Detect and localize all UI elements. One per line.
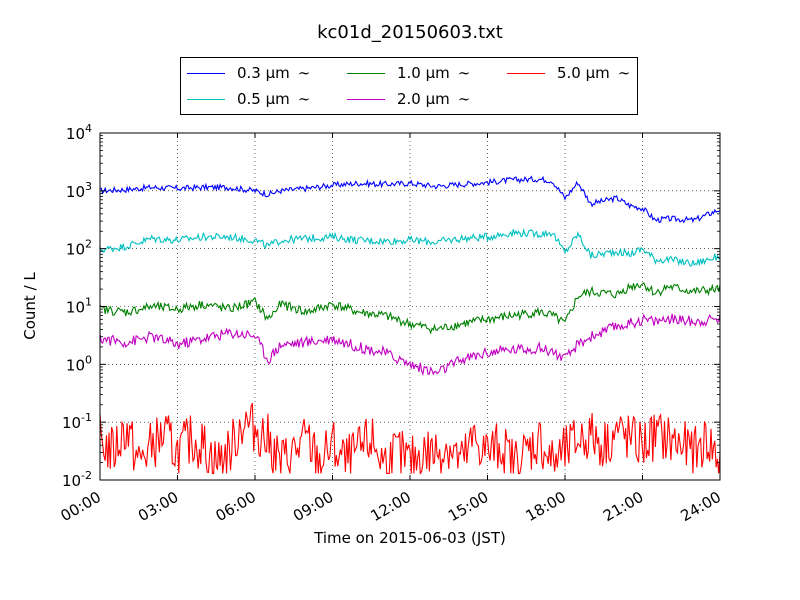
legend-item-0-5um: 0.5 μm ∼ xyxy=(187,89,310,109)
series-line-2 xyxy=(99,281,721,335)
legend-line-cyan xyxy=(187,98,225,100)
x-tick-label: 03:00 xyxy=(135,488,181,525)
tilde-glyph: ∼ xyxy=(617,64,631,82)
legend-line-red xyxy=(507,72,545,74)
legend-label: 0.3 μm xyxy=(237,64,290,82)
x-axis-label: Time on 2015-06-03 (JST) xyxy=(313,529,506,547)
tilde-glyph: ∼ xyxy=(457,64,471,82)
series-lines xyxy=(99,175,721,475)
x-tick-labels: 00:00 03:00 06:00 09:00 12:00 15:00 18:00 21:00… xyxy=(58,488,724,525)
y-tick-label: 10-2 xyxy=(62,469,92,490)
y-tick-label: 10-1 xyxy=(62,411,92,432)
chart-title: kc01d_20150603.txt xyxy=(317,22,503,43)
y-tick-labels: 10-2 10-1 100 101 102 103 104 xyxy=(62,122,92,490)
y-tick-label: 104 xyxy=(66,122,92,143)
legend-line-green xyxy=(347,72,385,74)
y-tick-label: 101 xyxy=(66,296,92,317)
legend-item-2-0um: 2.0 μm ∼ xyxy=(347,89,470,109)
legend-line-magenta xyxy=(347,98,385,100)
legend-label: 1.0 μm xyxy=(397,64,450,82)
series-line-1 xyxy=(99,228,721,267)
series-line-4 xyxy=(99,402,721,475)
legend-line-blue xyxy=(187,72,225,74)
x-tick-label: 15:00 xyxy=(445,488,491,525)
tilde-glyph: ∼ xyxy=(297,90,311,108)
series-line-0 xyxy=(99,175,721,224)
legend-item-1-0um: 1.0 μm ∼ xyxy=(347,63,470,83)
y-tick-label: 102 xyxy=(66,238,92,259)
y-tick-label: 100 xyxy=(66,353,92,374)
y-axis-label: Count / L xyxy=(21,272,39,340)
series-line-3 xyxy=(99,313,721,377)
y-tick-label: 103 xyxy=(66,180,92,201)
legend: 0.3 μm ∼ 1.0 μm ∼ 5.0 μm ∼ 0.5 μm ∼ 2.0 … xyxy=(180,57,638,115)
x-tick-label: 00:00 xyxy=(58,488,104,525)
legend-item-0-3um: 0.3 μm ∼ xyxy=(187,63,310,83)
tilde-glyph: ∼ xyxy=(457,90,471,108)
x-tick-label: 18:00 xyxy=(523,488,569,525)
tilde-glyph: ∼ xyxy=(297,64,311,82)
legend-label: 0.5 μm xyxy=(237,90,290,108)
x-tick-label: 12:00 xyxy=(368,488,414,525)
legend-item-5-0um: 5.0 μm ∼ xyxy=(507,63,630,83)
x-tick-label: 24:00 xyxy=(678,488,724,525)
legend-label: 2.0 μm xyxy=(397,90,450,108)
x-tick-label: 09:00 xyxy=(290,488,336,525)
ticks xyxy=(99,132,721,481)
x-tick-label: 21:00 xyxy=(600,488,646,525)
legend-label: 5.0 μm xyxy=(557,64,610,82)
x-tick-label: 06:00 xyxy=(213,488,259,525)
